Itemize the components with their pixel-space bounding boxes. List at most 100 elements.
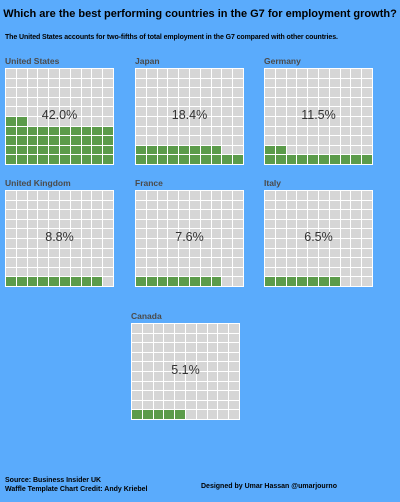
waffle-cell-filled: [190, 277, 200, 286]
waffle-cell-filled: [49, 136, 59, 145]
waffle-cell-empty: [179, 210, 189, 219]
waffle-cell-empty: [186, 352, 196, 362]
waffle-cell-empty: [229, 352, 239, 362]
waffle-cell-empty: [207, 352, 218, 362]
waffle-cell-empty: [92, 229, 103, 238]
waffle-cell-empty: [329, 136, 340, 145]
waffle-cell-empty: [136, 107, 146, 116]
waffle-cell-empty: [351, 69, 362, 78]
waffle-grid: 18.4%: [135, 68, 244, 165]
waffle-cell-empty: [200, 88, 211, 97]
waffle-cell-empty: [132, 381, 142, 391]
waffle-cell-empty: [286, 136, 297, 145]
waffle-cell-empty: [92, 210, 103, 219]
waffle-cell-empty: [319, 145, 329, 155]
waffle-cell-empty: [70, 107, 81, 116]
waffle-cell-empty: [92, 248, 103, 258]
waffle-cell-empty: [340, 145, 351, 155]
waffle-cell-empty: [142, 333, 153, 343]
waffle-cell-empty: [196, 324, 207, 333]
waffle-cell-empty: [186, 362, 196, 371]
waffle-cell-empty: [60, 69, 70, 78]
waffle-cell-filled: [16, 136, 27, 145]
waffle-cell-empty: [351, 107, 362, 116]
waffle-cell-empty: [186, 400, 196, 410]
waffle-cell-empty: [275, 126, 286, 136]
waffle-cell-filled: [103, 136, 113, 145]
waffle-cell-empty: [60, 117, 70, 126]
waffle-cell-filled: [200, 277, 211, 286]
waffle-cell-filled: [329, 277, 340, 286]
waffle-cell-empty: [308, 126, 318, 136]
waffle-cell-empty: [196, 343, 207, 352]
waffle-cell-empty: [190, 69, 200, 78]
waffle-cell-empty: [200, 258, 211, 267]
waffle-cell-empty: [233, 117, 243, 126]
waffle-cell-empty: [265, 97, 275, 107]
waffle-cell-empty: [168, 69, 179, 78]
waffle-cell-empty: [297, 88, 308, 97]
designer-credit: Designed by Umar Hassan @umarjourno: [201, 483, 337, 490]
waffle-cell-empty: [49, 239, 59, 248]
template-credit: Waffle Template Chart Credit: Andy Krieb…: [5, 486, 148, 493]
waffle-cell-empty: [329, 88, 340, 97]
waffle-cell-empty: [286, 239, 297, 248]
waffle-cell-empty: [207, 362, 218, 371]
waffle-cell-empty: [275, 267, 286, 277]
waffle-cell-empty: [218, 362, 229, 371]
waffle-cell-filled: [60, 136, 70, 145]
waffle-cell-empty: [146, 248, 157, 258]
waffle-cell-empty: [233, 107, 243, 116]
waffle-cell-filled: [103, 155, 113, 164]
waffle-cell-empty: [207, 333, 218, 343]
waffle-cell-empty: [222, 88, 233, 97]
waffle-cell-empty: [136, 210, 146, 219]
waffle-cell-empty: [211, 200, 222, 210]
waffle-cell-empty: [340, 78, 351, 88]
waffle-cell-empty: [340, 248, 351, 258]
waffle-cell-empty: [168, 117, 179, 126]
waffle-cell-empty: [319, 229, 329, 238]
waffle-cell-empty: [286, 258, 297, 267]
waffle-cell-empty: [265, 258, 275, 267]
waffle-cell-empty: [211, 117, 222, 126]
waffle-cell-empty: [319, 97, 329, 107]
waffle-cell-empty: [340, 69, 351, 78]
waffle-cell-empty: [233, 267, 243, 277]
waffle-cell-empty: [351, 267, 362, 277]
waffle-cell-empty: [38, 97, 49, 107]
waffle-cell-empty: [132, 372, 142, 381]
percent-label: 6.5%: [304, 230, 333, 244]
waffle-cell-empty: [81, 97, 92, 107]
waffle-cell-empty: [168, 88, 179, 97]
waffle-cell-empty: [142, 362, 153, 371]
waffle-cell-empty: [340, 258, 351, 267]
waffle-cell-filled: [81, 126, 92, 136]
waffle-cell-empty: [297, 229, 308, 238]
waffle-cell-empty: [168, 200, 179, 210]
waffle-cell-empty: [136, 239, 146, 248]
waffle-cell-empty: [233, 126, 243, 136]
waffle-cell-empty: [211, 78, 222, 88]
waffle-cell-filled: [6, 277, 16, 286]
waffle-cell-filled: [27, 136, 38, 145]
waffle-cell-empty: [146, 219, 157, 229]
waffle-cell-empty: [211, 219, 222, 229]
waffle-cell-empty: [229, 324, 239, 333]
waffle-cell-filled: [308, 277, 318, 286]
waffle-cell-empty: [38, 258, 49, 267]
waffle-cell-empty: [275, 107, 286, 116]
waffle-cell-empty: [190, 258, 200, 267]
waffle-cell-empty: [168, 126, 179, 136]
waffle-cell-empty: [297, 258, 308, 267]
waffle-cell-empty: [222, 78, 233, 88]
waffle-cell-filled: [60, 277, 70, 286]
waffle-cell-empty: [200, 229, 211, 238]
waffle-cell-filled: [92, 126, 103, 136]
waffle-cell-empty: [168, 210, 179, 219]
waffle-cell-empty: [229, 391, 239, 400]
waffle-cell-empty: [146, 239, 157, 248]
waffle-cell-empty: [275, 78, 286, 88]
waffle-cell-empty: [229, 381, 239, 391]
waffle-cell-empty: [153, 324, 164, 333]
